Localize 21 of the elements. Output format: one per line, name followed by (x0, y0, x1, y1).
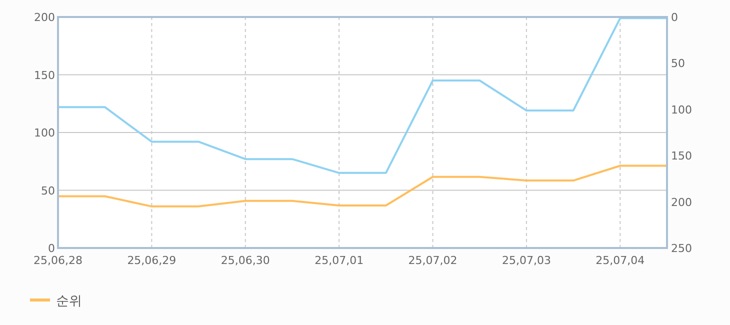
y2-tick-label: 150 (671, 150, 692, 163)
y2-tick-label: 50 (671, 57, 685, 70)
x-tick-label: 25,06,29 (127, 254, 176, 267)
line-series (57, 164, 668, 208)
x-tick-label: 25,07,01 (314, 254, 364, 267)
x-tick-label: 25,07,03 (502, 254, 551, 267)
y-tick-label: 150 (34, 68, 55, 82)
x-tick-label: 25,06,30 (220, 254, 270, 267)
y-tick-label: 100 (34, 126, 55, 140)
legend-label: 순위 (56, 294, 82, 309)
line-series (57, 17, 668, 174)
y-tick-label: 0 (48, 242, 55, 255)
y-tick-label: 200 (34, 11, 55, 24)
x-tick-label: 25,07,02 (408, 254, 458, 267)
y2-tick-label: 0 (671, 11, 678, 24)
x-tick-label: 25,06,28 (34, 254, 82, 267)
y2-tick-label: 100 (671, 103, 692, 116)
y2-tick-label: 250 (671, 242, 692, 255)
y-tick-label: 50 (41, 184, 55, 198)
y2-tick-label: 200 (671, 196, 692, 209)
x-tick-label: 25,07,04 (596, 254, 645, 267)
